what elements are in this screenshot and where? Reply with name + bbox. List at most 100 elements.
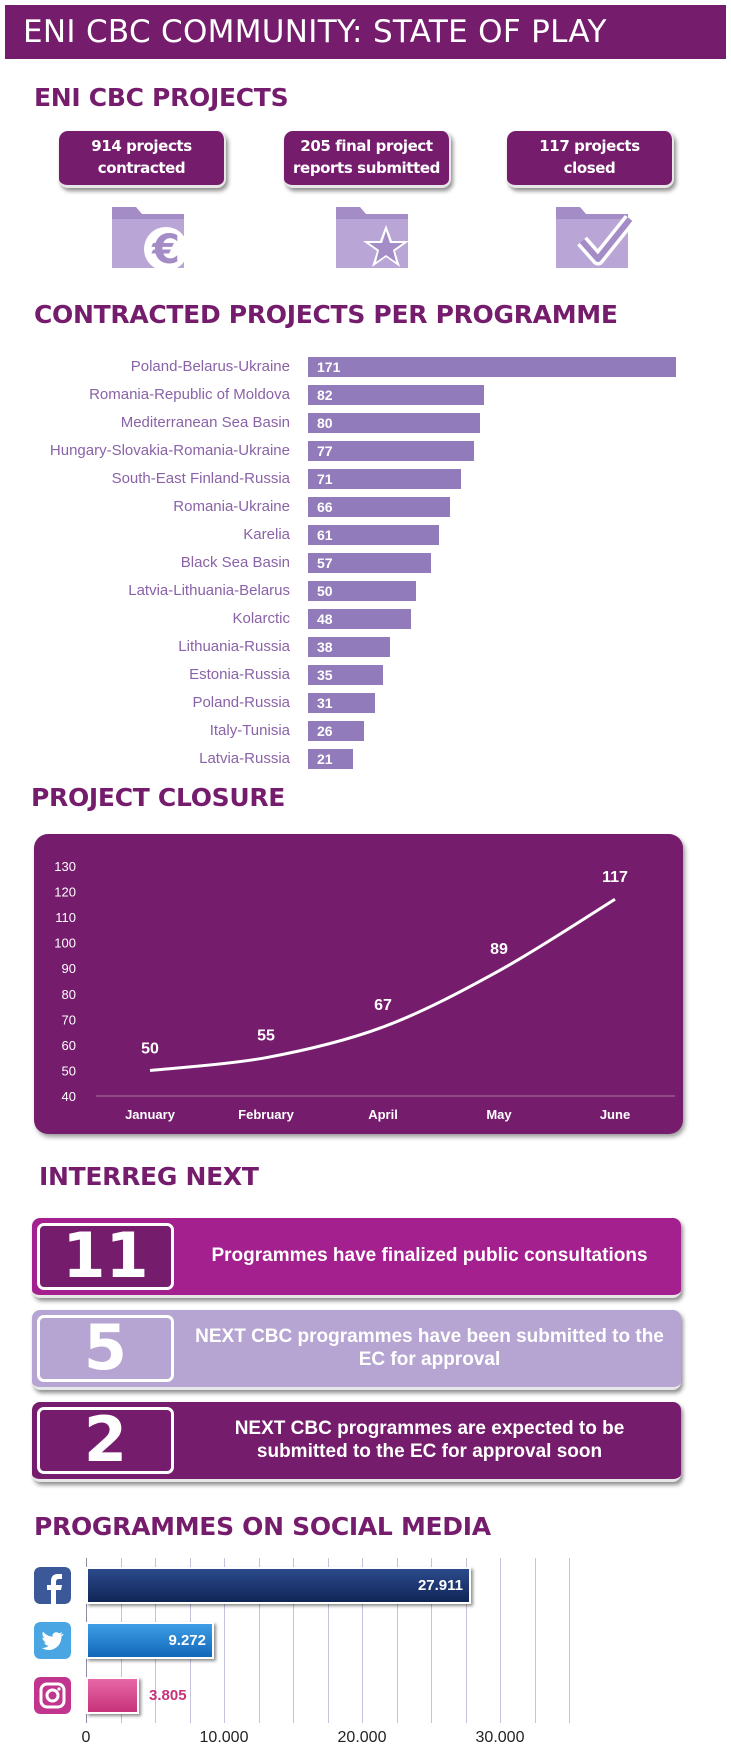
closure-y-tick: 40 bbox=[62, 1089, 76, 1104]
next-row-submitted: 5 NEXT CBC programmes have been submitte… bbox=[32, 1310, 681, 1390]
programme-bar-value: 31 bbox=[317, 695, 333, 711]
folder-euro-icon: € bbox=[112, 207, 188, 271]
programme-label: South-East Finland-Russia bbox=[111, 470, 290, 487]
svg-text:€: € bbox=[151, 227, 180, 271]
programme-label: Estonia-Russia bbox=[189, 666, 290, 683]
programme-bar bbox=[308, 357, 676, 377]
social-grid-line bbox=[397, 1558, 398, 1723]
next-text: Programmes have finalized public consult… bbox=[211, 1245, 648, 1267]
social-bar bbox=[86, 1567, 471, 1604]
social-grid-line bbox=[535, 1558, 536, 1723]
next-row-expected: 2 NEXT CBC programmes are expected to be… bbox=[32, 1402, 681, 1482]
social-x-tick: 30.000 bbox=[475, 1729, 525, 1746]
stat-line-1: 117 projects bbox=[539, 137, 640, 156]
social-grid-line bbox=[466, 1558, 467, 1723]
programme-bar bbox=[308, 413, 480, 433]
programme-label: Romania-Republic of Moldova bbox=[89, 386, 290, 403]
programme-bar bbox=[308, 441, 474, 461]
closure-chart-panel bbox=[34, 834, 683, 1134]
programme-label: Romania-Ukraine bbox=[173, 498, 290, 515]
programme-bar bbox=[308, 609, 411, 629]
programme-label: Italy-Tunisia bbox=[209, 722, 290, 739]
programme-bar-value: 77 bbox=[317, 443, 333, 459]
social-grid-line bbox=[569, 1558, 570, 1723]
programme-bar bbox=[308, 749, 353, 769]
closure-x-tick: June bbox=[600, 1107, 630, 1122]
projects-heading: ENI CBC PROJECTS bbox=[34, 83, 289, 112]
instagram-icon bbox=[34, 1677, 71, 1714]
folder-star-icon bbox=[336, 207, 409, 268]
closure-x-tick: May bbox=[486, 1107, 512, 1122]
programme-label: Poland-Belarus-Ukraine bbox=[130, 358, 290, 375]
social-heading: PROGRAMMES ON SOCIAL MEDIA bbox=[34, 1512, 491, 1541]
next-number: 5 bbox=[37, 1315, 174, 1382]
programme-bar bbox=[308, 693, 375, 713]
programme-bar bbox=[308, 581, 416, 601]
programme-bar-value: 82 bbox=[317, 387, 333, 403]
next-text: NEXT CBC programmes are expected to be s… bbox=[234, 1417, 625, 1462]
social-grid-line bbox=[500, 1558, 501, 1723]
closure-heading: PROJECT CLOSURE bbox=[31, 783, 286, 812]
programme-bar-value: 35 bbox=[317, 667, 333, 683]
programme-bar bbox=[308, 665, 383, 685]
next-text: NEXT CBC programmes have been submitted … bbox=[195, 1325, 664, 1370]
programme-label: Mediterranean Sea Basin bbox=[120, 414, 290, 431]
programme-bar-value: 21 bbox=[317, 751, 333, 767]
closure-y-tick: 100 bbox=[54, 936, 76, 951]
programme-bar bbox=[308, 385, 484, 405]
twitter-icon bbox=[34, 1622, 71, 1659]
facebook-icon bbox=[34, 1567, 71, 1604]
closure-data-label: 67 bbox=[374, 997, 392, 1014]
social-grid-line bbox=[259, 1558, 260, 1723]
page-title: ENI CBC COMMUNITY: STATE OF PLAY bbox=[5, 5, 726, 59]
stat-box-closed: 117 projects closed bbox=[507, 131, 674, 188]
social-x-tick: 0 bbox=[81, 1729, 91, 1746]
closure-y-tick: 80 bbox=[62, 987, 76, 1002]
programme-bar-value: 57 bbox=[317, 555, 333, 571]
closure-data-label: 89 bbox=[490, 941, 508, 958]
closure-data-label: 117 bbox=[602, 869, 628, 886]
closure-data-label: 55 bbox=[257, 1028, 275, 1045]
stat-line-1: 914 projects bbox=[91, 137, 192, 156]
closure-y-tick: 90 bbox=[62, 961, 76, 976]
closure-line bbox=[149, 897, 616, 1072]
social-x-tick: 20.000 bbox=[337, 1729, 387, 1746]
programme-label: Latvia-Russia bbox=[199, 750, 290, 767]
social-bar bbox=[86, 1622, 214, 1659]
closure-y-tick: 60 bbox=[62, 1038, 76, 1053]
programme-bar bbox=[308, 553, 431, 573]
programme-bar-value: 26 bbox=[317, 723, 333, 739]
programme-label: Karelia bbox=[243, 526, 290, 543]
stat-line-1: 205 final project bbox=[300, 137, 433, 156]
programme-label: Latvia-Lithuania-Belarus bbox=[128, 582, 290, 599]
folder-check-icon bbox=[556, 207, 634, 268]
closure-y-tick: 110 bbox=[55, 910, 76, 925]
programme-bar-value: 66 bbox=[317, 499, 333, 515]
programme-bar-value: 38 bbox=[317, 639, 333, 655]
programme-bar-value: 48 bbox=[317, 611, 333, 627]
social-grid-line bbox=[328, 1558, 329, 1723]
social-grid-line bbox=[224, 1558, 225, 1723]
programmes-heading: CONTRACTED PROJECTS PER PROGRAMME bbox=[34, 300, 618, 329]
closure-y-tick: 130 bbox=[54, 859, 76, 874]
closure-line-chart: 130 120 110 100 90 80 70 60 50 40 50 January 55 Febru… bbox=[54, 859, 675, 1122]
closure-y-tick: 120 bbox=[54, 885, 76, 900]
programme-label: Black Sea Basin bbox=[180, 554, 290, 571]
stat-line-2: reports submitted bbox=[293, 159, 440, 177]
social-bar bbox=[86, 1677, 139, 1714]
closure-x-tick: February bbox=[238, 1107, 294, 1122]
next-number: 2 bbox=[37, 1407, 174, 1474]
next-row-consultations: 11 Programmes have finalized public cons… bbox=[32, 1218, 681, 1298]
social-bar-value: 3.805 bbox=[149, 1687, 187, 1704]
social-bar-value: 9.272 bbox=[168, 1632, 206, 1649]
closure-y-tick: 70 bbox=[62, 1012, 76, 1027]
social-grid-line bbox=[293, 1558, 294, 1723]
closure-x-tick: January bbox=[125, 1107, 176, 1122]
programme-bar-value: 61 bbox=[317, 527, 333, 543]
closure-x-tick: April bbox=[368, 1107, 398, 1122]
programme-label: Lithuania-Russia bbox=[178, 638, 290, 655]
social-bar-value: 27.911 bbox=[417, 1577, 463, 1594]
programme-bar-value: 171 bbox=[317, 359, 341, 375]
programme-bar-value: 80 bbox=[317, 415, 333, 431]
social-x-tick: 10.000 bbox=[199, 1729, 249, 1746]
